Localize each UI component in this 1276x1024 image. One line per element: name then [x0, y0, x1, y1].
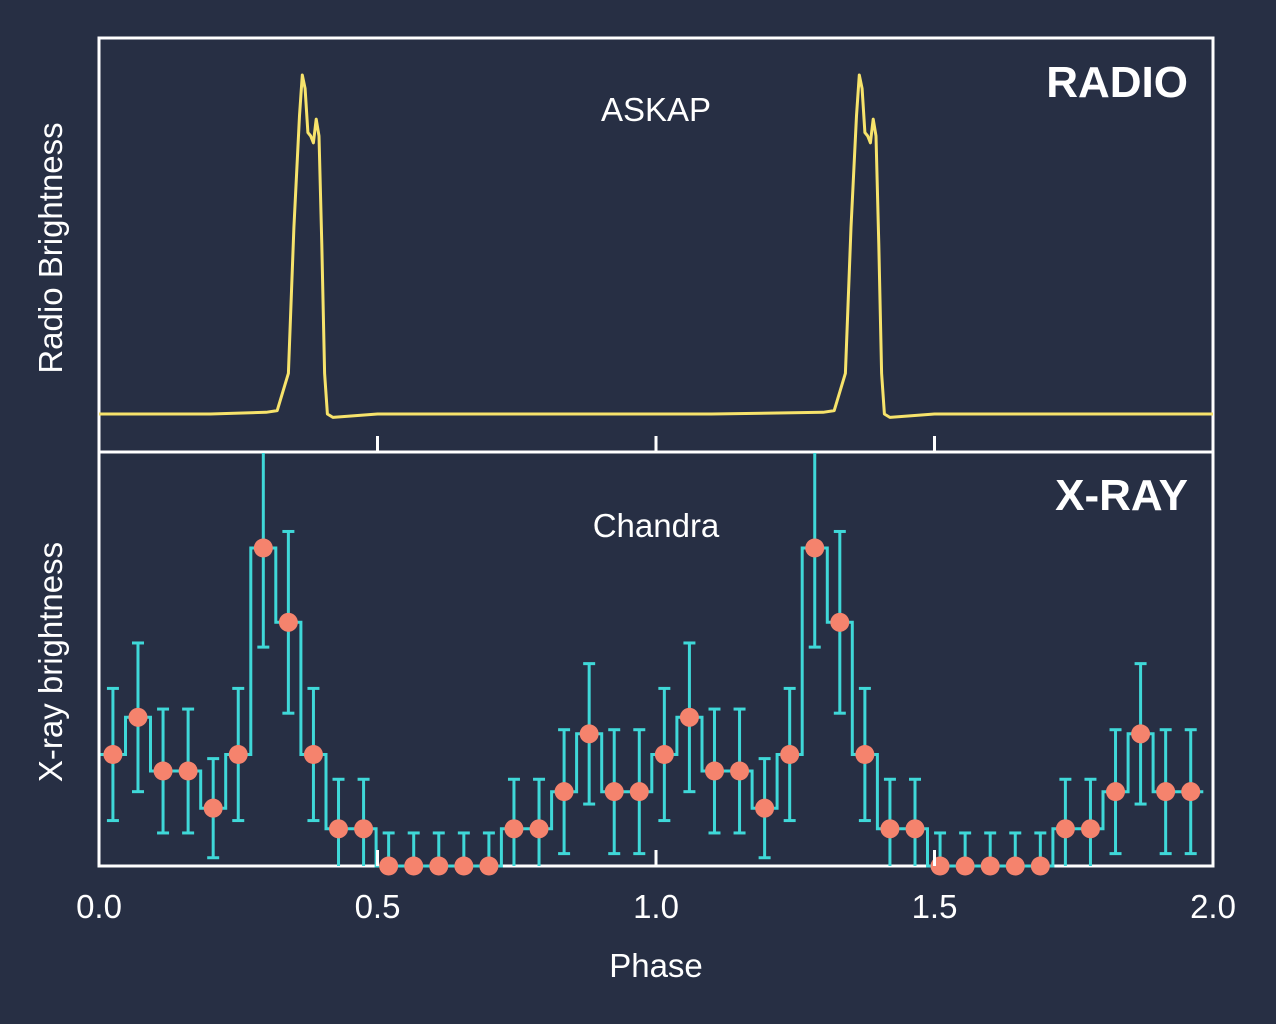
data-point	[278, 612, 298, 632]
data-point	[103, 744, 123, 764]
radio-light-curve	[99, 73, 1213, 419]
data-point	[604, 782, 624, 802]
x-tick-labels: 0.0 0.5 1.0 1.5 2.0	[76, 888, 1236, 925]
radio-panel: RADIO ASKAP Radio Brightness	[32, 36, 1215, 454]
data-point	[704, 761, 724, 781]
data-point	[905, 819, 925, 839]
data-point	[1080, 819, 1100, 839]
radio-x-ticks	[376, 436, 936, 452]
data-point	[454, 856, 474, 876]
xray-step-line	[100, 546, 1204, 868]
data-point	[679, 707, 699, 727]
radio-panel-label: RADIO	[1046, 58, 1188, 107]
data-point	[1030, 856, 1050, 876]
data-point	[579, 724, 599, 744]
data-point	[404, 856, 424, 876]
data-point	[955, 856, 975, 876]
data-point	[1005, 856, 1025, 876]
data-point	[1181, 782, 1201, 802]
data-point	[830, 612, 850, 632]
data-point	[730, 761, 750, 781]
data-point	[253, 538, 273, 558]
data-point	[504, 819, 524, 839]
data-point	[880, 819, 900, 839]
data-point	[1055, 819, 1075, 839]
x-tick-label: 0.5	[355, 888, 401, 925]
xray-data-points	[103, 538, 1201, 876]
data-point	[178, 761, 198, 781]
data-point	[303, 744, 323, 764]
data-point	[479, 856, 499, 876]
x-tick-label: 2.0	[1190, 888, 1236, 925]
xray-panel-label: X-RAY	[1055, 471, 1188, 520]
chandra-annotation: Chandra	[593, 507, 720, 544]
data-point	[529, 819, 549, 839]
data-point	[755, 798, 775, 818]
data-point	[1131, 724, 1151, 744]
data-point	[228, 744, 248, 764]
xray-x-ticks	[376, 850, 936, 866]
data-point	[1106, 782, 1126, 802]
data-point	[203, 798, 223, 818]
x-tick-label: 1.5	[912, 888, 958, 925]
data-point	[654, 744, 674, 764]
xray-panel: X-RAY Chandra X-ray brightness	[32, 450, 1215, 876]
data-point	[980, 856, 1000, 876]
x-axis-label: Phase	[609, 947, 703, 984]
xray-y-axis-label: X-ray brightness	[32, 542, 69, 782]
data-point	[554, 782, 574, 802]
data-point	[429, 856, 449, 876]
data-point	[1156, 782, 1176, 802]
x-tick-label: 1.0	[633, 888, 679, 925]
data-point	[629, 782, 649, 802]
radio-y-axis-label: Radio Brightness	[32, 122, 69, 373]
x-tick-label: 0.0	[76, 888, 122, 925]
data-point	[128, 707, 148, 727]
data-point	[153, 761, 173, 781]
askap-annotation: ASKAP	[601, 91, 711, 128]
data-point	[329, 819, 349, 839]
data-point	[805, 538, 825, 558]
data-point	[780, 744, 800, 764]
data-point	[855, 744, 875, 764]
xray-step-histogram	[100, 546, 1204, 868]
data-point	[354, 819, 374, 839]
data-point	[379, 856, 399, 876]
